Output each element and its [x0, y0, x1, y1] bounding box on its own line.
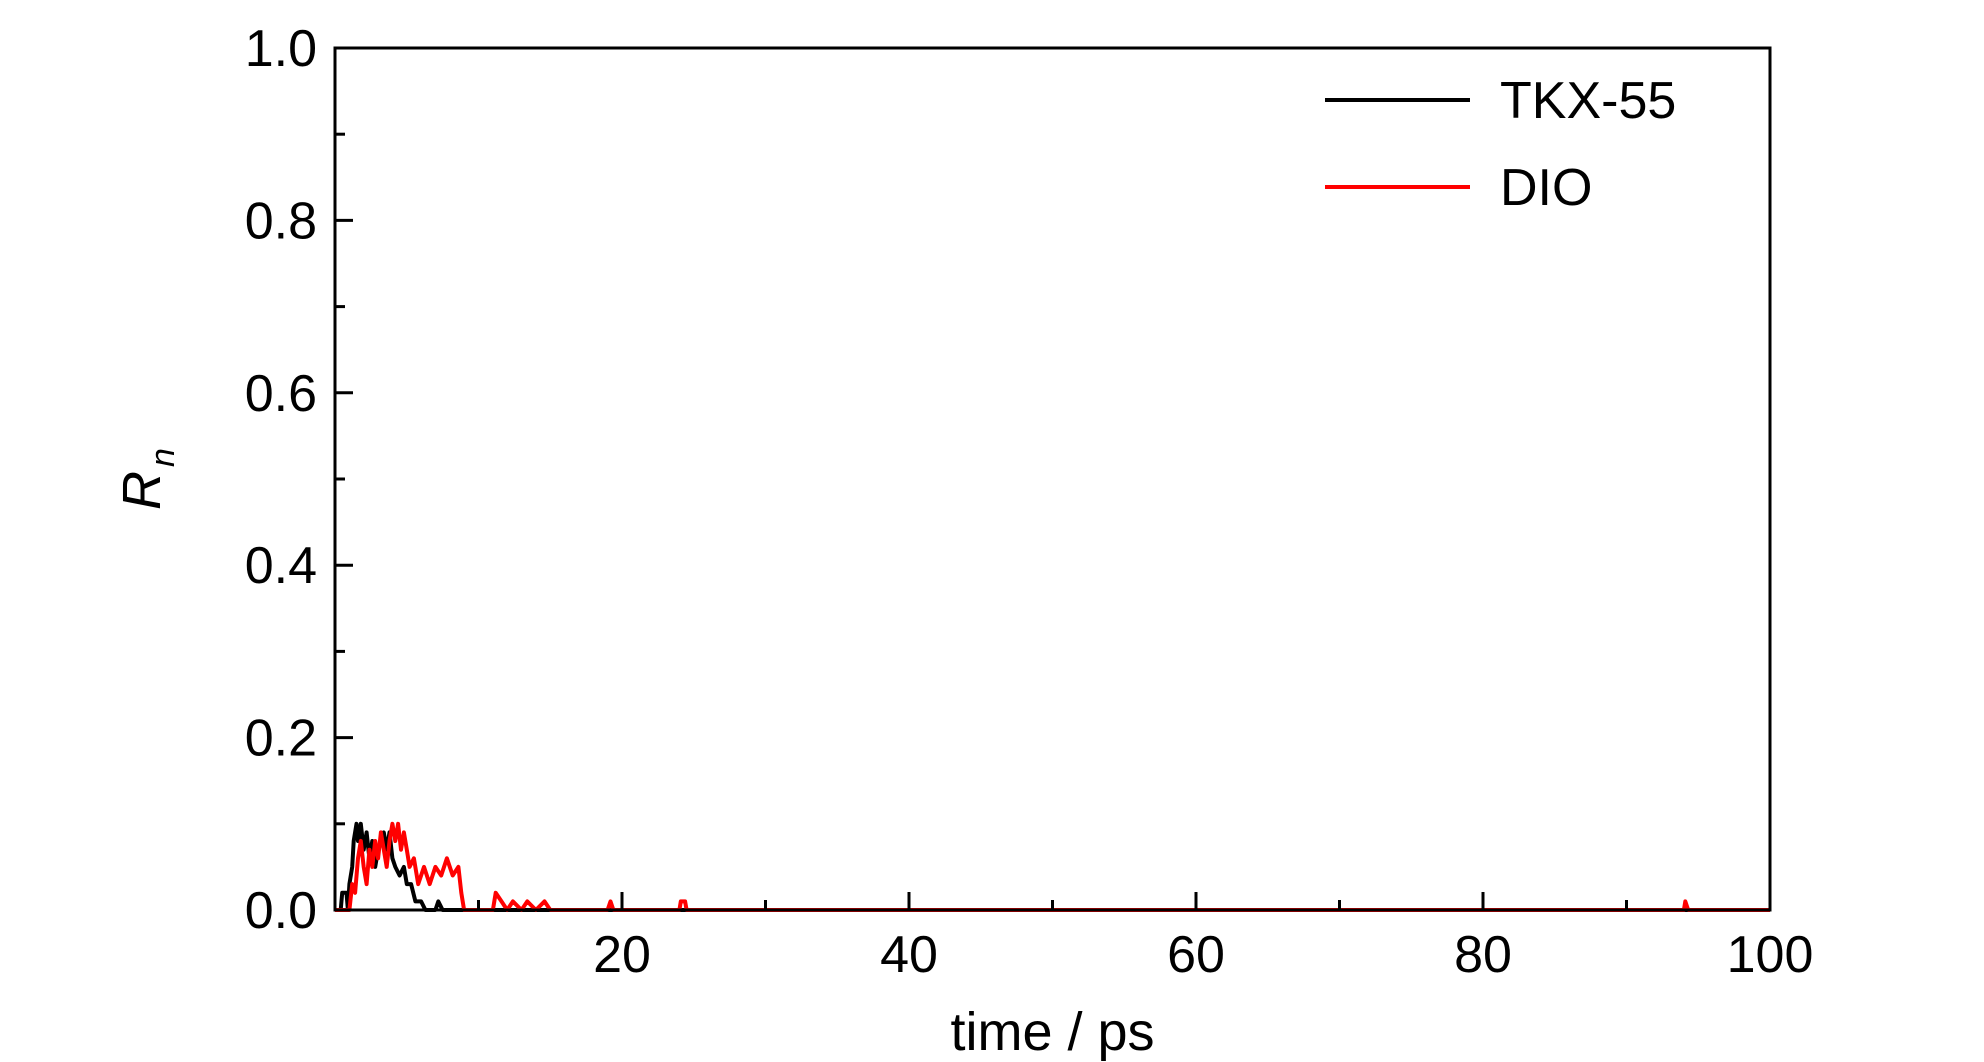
- svg-text:Rn: Rn: [112, 448, 182, 510]
- x-tick-label: 80: [1454, 926, 1512, 984]
- x-axis-ticks: [477, 892, 1772, 910]
- legend-label: DIO: [1500, 159, 1592, 217]
- series-line-tkx-55: [335, 821, 1770, 912]
- x-axis-title: time / ps: [950, 1002, 1154, 1062]
- y-tick-label: 1.0: [245, 20, 317, 78]
- y-tick-label: 0.2: [245, 710, 317, 768]
- y-axis-title-main: R: [112, 471, 172, 510]
- y-tick-label: 0.8: [245, 192, 317, 250]
- x-tick-label: 20: [593, 926, 651, 984]
- legend: TKX-55 DIO: [1325, 72, 1676, 217]
- y-axis-tick-labels: 0.0 0.2 0.4 0.6 0.8 1.0: [245, 20, 317, 940]
- y-axis-title: Rn: [112, 448, 182, 510]
- x-axis-tick-labels: 20 40 60 80 100: [593, 926, 1813, 984]
- legend-label: TKX-55: [1500, 72, 1676, 130]
- x-tick-label: 40: [880, 926, 938, 984]
- x-tick-label: 100: [1727, 926, 1814, 984]
- series-line-dio: [335, 821, 1770, 912]
- y-tick-label: 0.0: [245, 882, 317, 940]
- y-axis-ticks: [335, 46, 353, 912]
- plot-series: [335, 821, 1770, 912]
- y-tick-label: 0.6: [245, 365, 317, 423]
- y-axis-title-subscript: n: [144, 448, 182, 467]
- x-tick-label: 60: [1167, 926, 1225, 984]
- y-tick-label: 0.4: [245, 537, 317, 595]
